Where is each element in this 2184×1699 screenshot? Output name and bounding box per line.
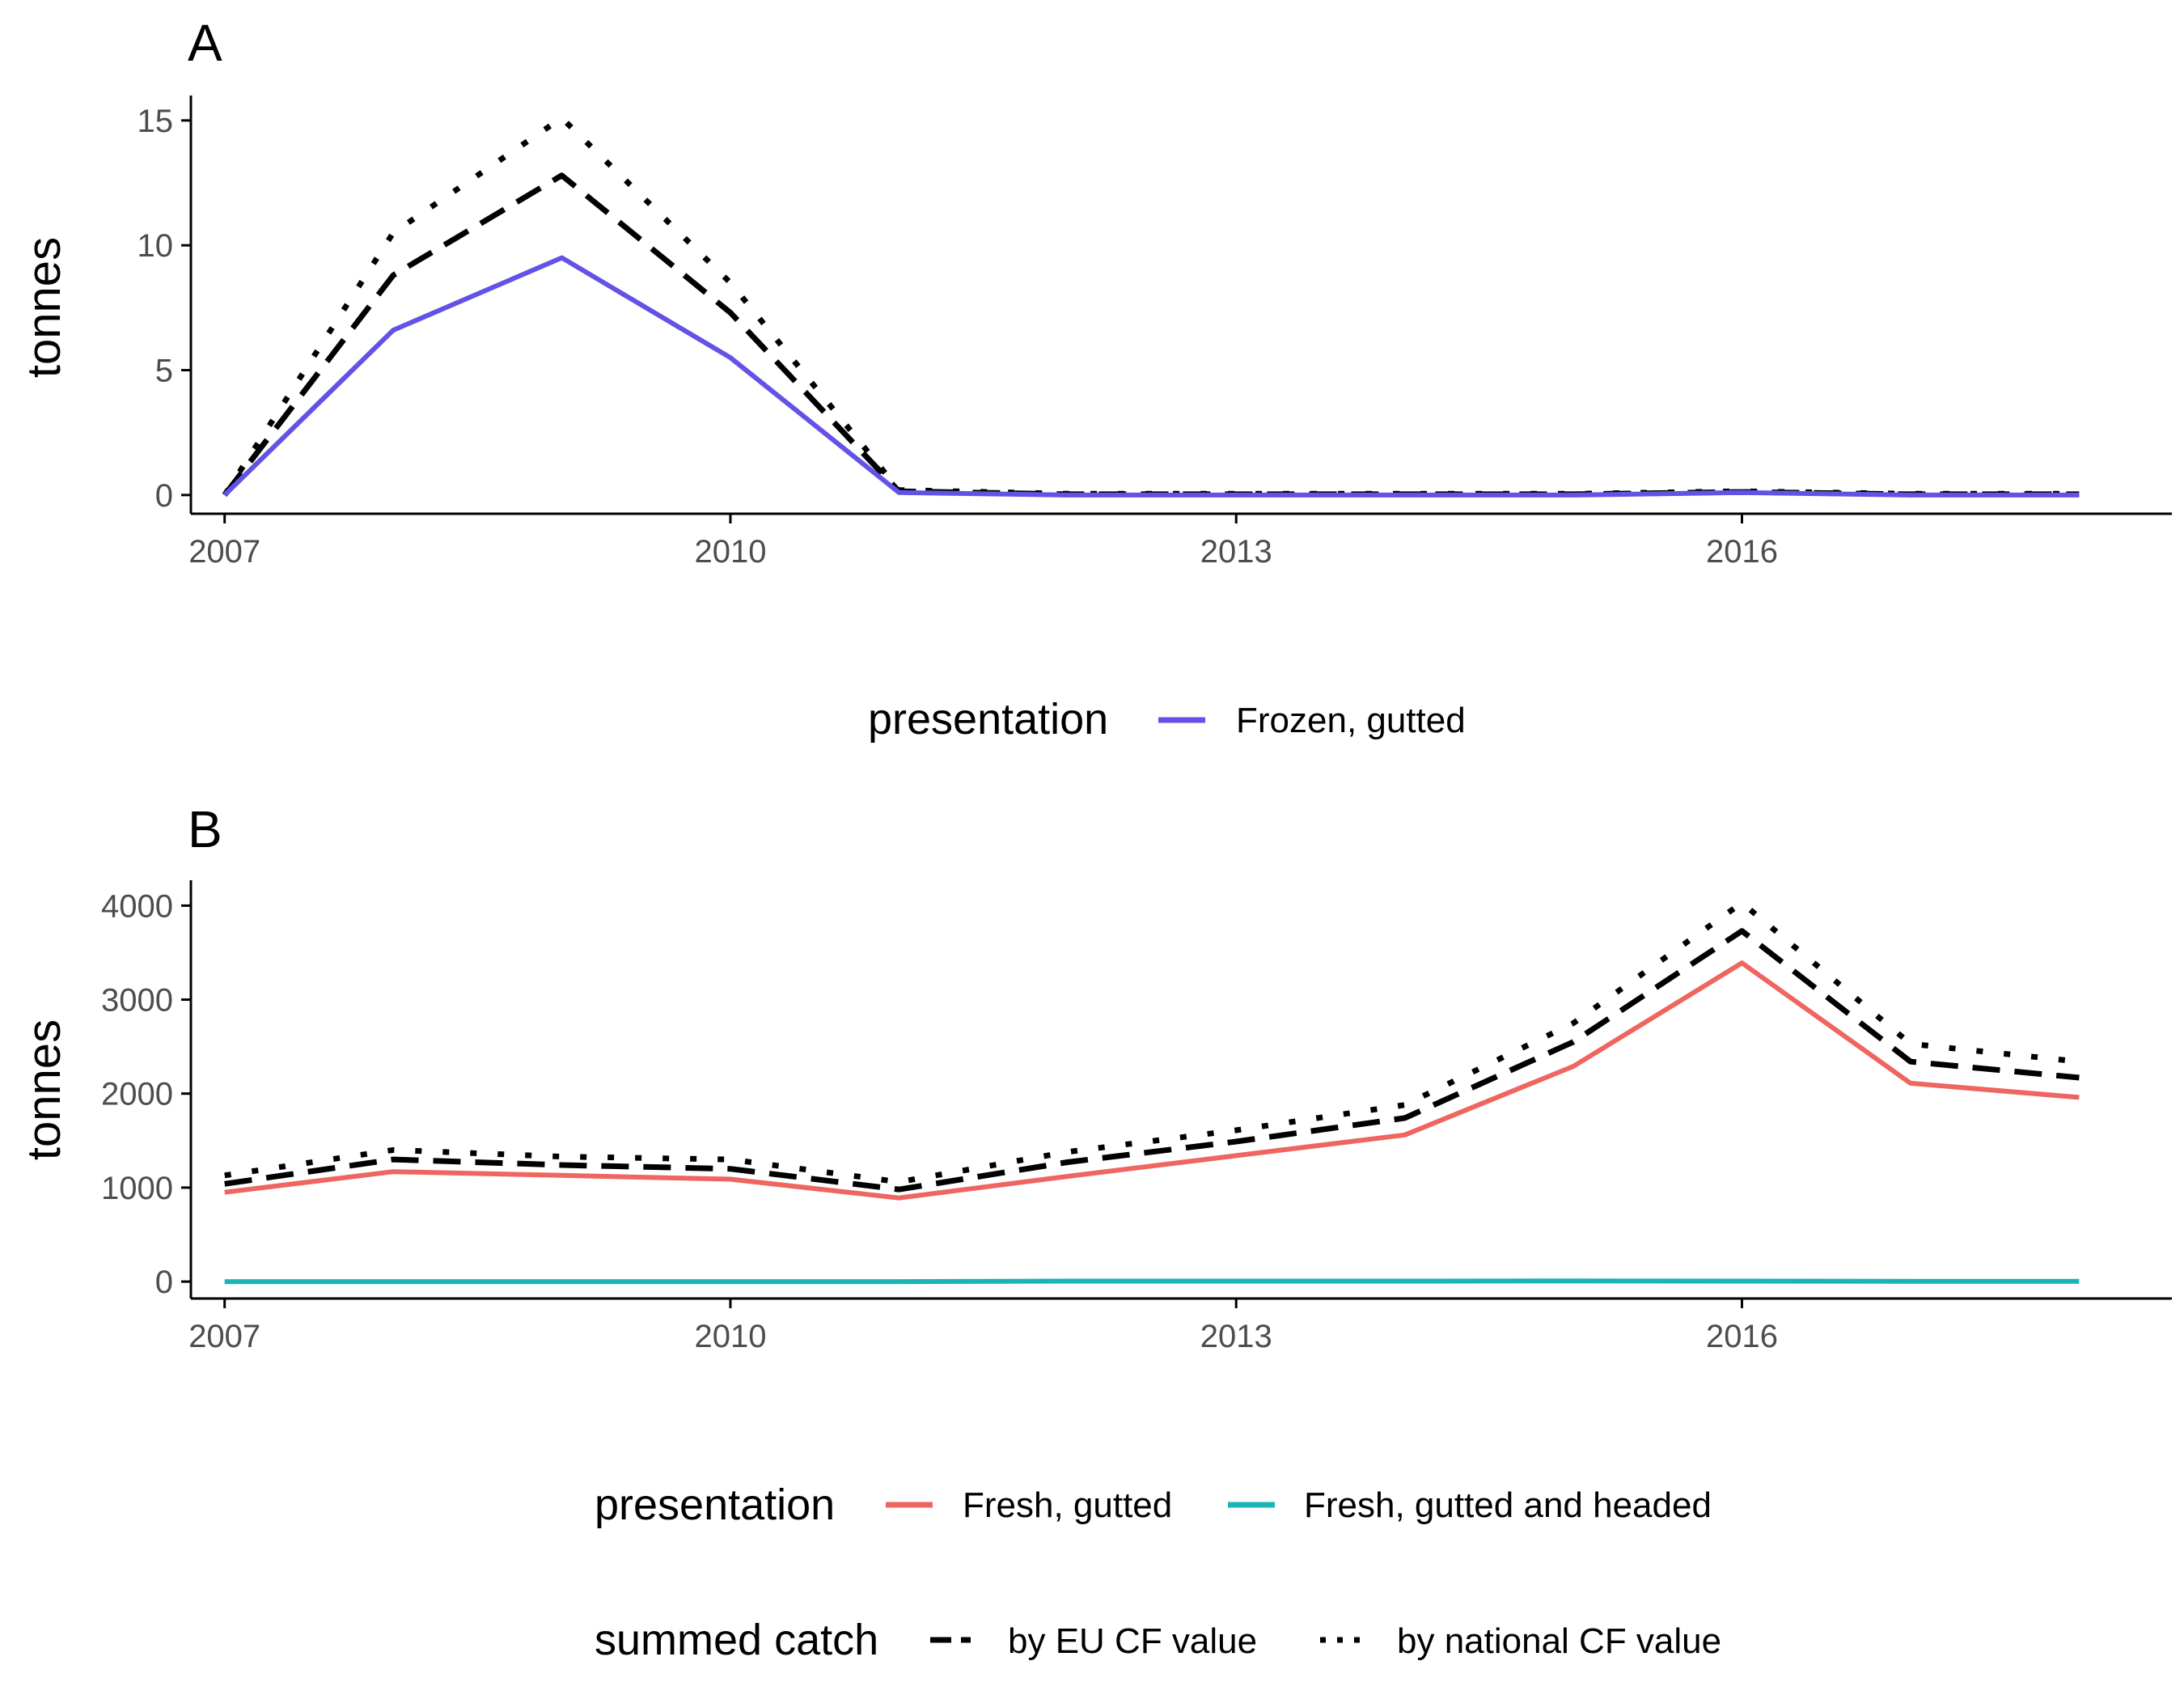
- panel-b-series-line-fresh_gutted_headed: [224, 1278, 2080, 1285]
- panel-b-y-ticks: 0 1000 2000 3000 4000: [101, 888, 191, 1300]
- panel-a-x-tick-label-2010: 2010: [694, 534, 766, 570]
- panel-b-series-line-national: [224, 900, 2080, 1185]
- panel-a: A tonnes 0 5 10 15 2007 2010 2013 2016 present…: [18, 14, 2172, 744]
- legend-summed-label-eu: by EU CF value: [1008, 1621, 1257, 1661]
- legend-summed-catch: summed catch by EU CF value by national …: [595, 1616, 1721, 1664]
- panel-a-y-tick-label-5: 5: [155, 354, 173, 389]
- panel-b-x-ticks: 2007 2010 2013 2016: [188, 1299, 1778, 1354]
- legend-b-label-fresh-gutted: Fresh, gutted: [963, 1485, 1172, 1525]
- legend-summed-title: summed catch: [595, 1616, 878, 1664]
- panel-b-series: [224, 900, 2080, 1285]
- legend-b-title: presentation: [595, 1481, 835, 1529]
- panel-a-series-line-national: [222, 115, 2080, 497]
- panel-a-x-tick-label-2013: 2013: [1200, 534, 1272, 570]
- panel-b-y-tick-label-0: 0: [155, 1265, 173, 1300]
- panel-a-x-tick-label-2016: 2016: [1706, 534, 1778, 570]
- panel-b-series-line-eu: [224, 928, 2080, 1193]
- legend-panel-a: presentation Frozen, gutted: [868, 695, 1466, 744]
- panel-b-x-tick-label-2010: 2010: [694, 1319, 766, 1354]
- legend-panel-b: presentation Fresh, gutted Fresh, gutted…: [595, 1481, 1712, 1529]
- panel-a-y-tick-label-10: 10: [138, 228, 174, 264]
- panel-a-label: A: [188, 14, 222, 72]
- panel-b-x-tick-label-2013: 2013: [1200, 1319, 1272, 1354]
- legend-summed-label-national: by national CF value: [1397, 1621, 1721, 1661]
- panel-a-series-line-frozen_gutted: [222, 255, 2080, 498]
- panel-b-x-tick-label-2016: 2016: [1706, 1319, 1778, 1354]
- panel-a-y-tick-label-15: 15: [138, 104, 174, 139]
- legend-a-title: presentation: [868, 695, 1108, 744]
- panel-b-series-line-fresh_gutted: [224, 960, 2080, 1201]
- panel-a-x-tick-label-2007: 2007: [188, 534, 260, 570]
- panel-a-x-ticks: 2007 2010 2013 2016: [188, 514, 1778, 570]
- panel-b-y-tick-label-2000: 2000: [101, 1077, 173, 1112]
- panel-a-y-ticks: 0 5 10 15: [138, 104, 191, 514]
- panel-b-y-tick-label-4000: 4000: [101, 888, 173, 924]
- panel-a-y-tick-label-0: 0: [155, 478, 173, 514]
- panel-b-y-axis-title: tonnes: [18, 1019, 70, 1160]
- panel-b-label: B: [188, 800, 222, 858]
- panel-b-y-tick-label-1000: 1000: [101, 1171, 173, 1206]
- panel-b-x-tick-label-2007: 2007: [188, 1319, 260, 1354]
- legend-b-label-fresh-gutted-headed: Fresh, gutted and headed: [1304, 1485, 1712, 1525]
- panel-b-y-tick-label-3000: 3000: [101, 983, 173, 1019]
- panel-a-y-axis-title: tonnes: [18, 237, 70, 378]
- panel-a-series: [222, 115, 2080, 498]
- legend-a-label-frozen-gutted: Frozen, gutted: [1236, 701, 1466, 740]
- panel-a-series-line-eu: [222, 172, 2080, 498]
